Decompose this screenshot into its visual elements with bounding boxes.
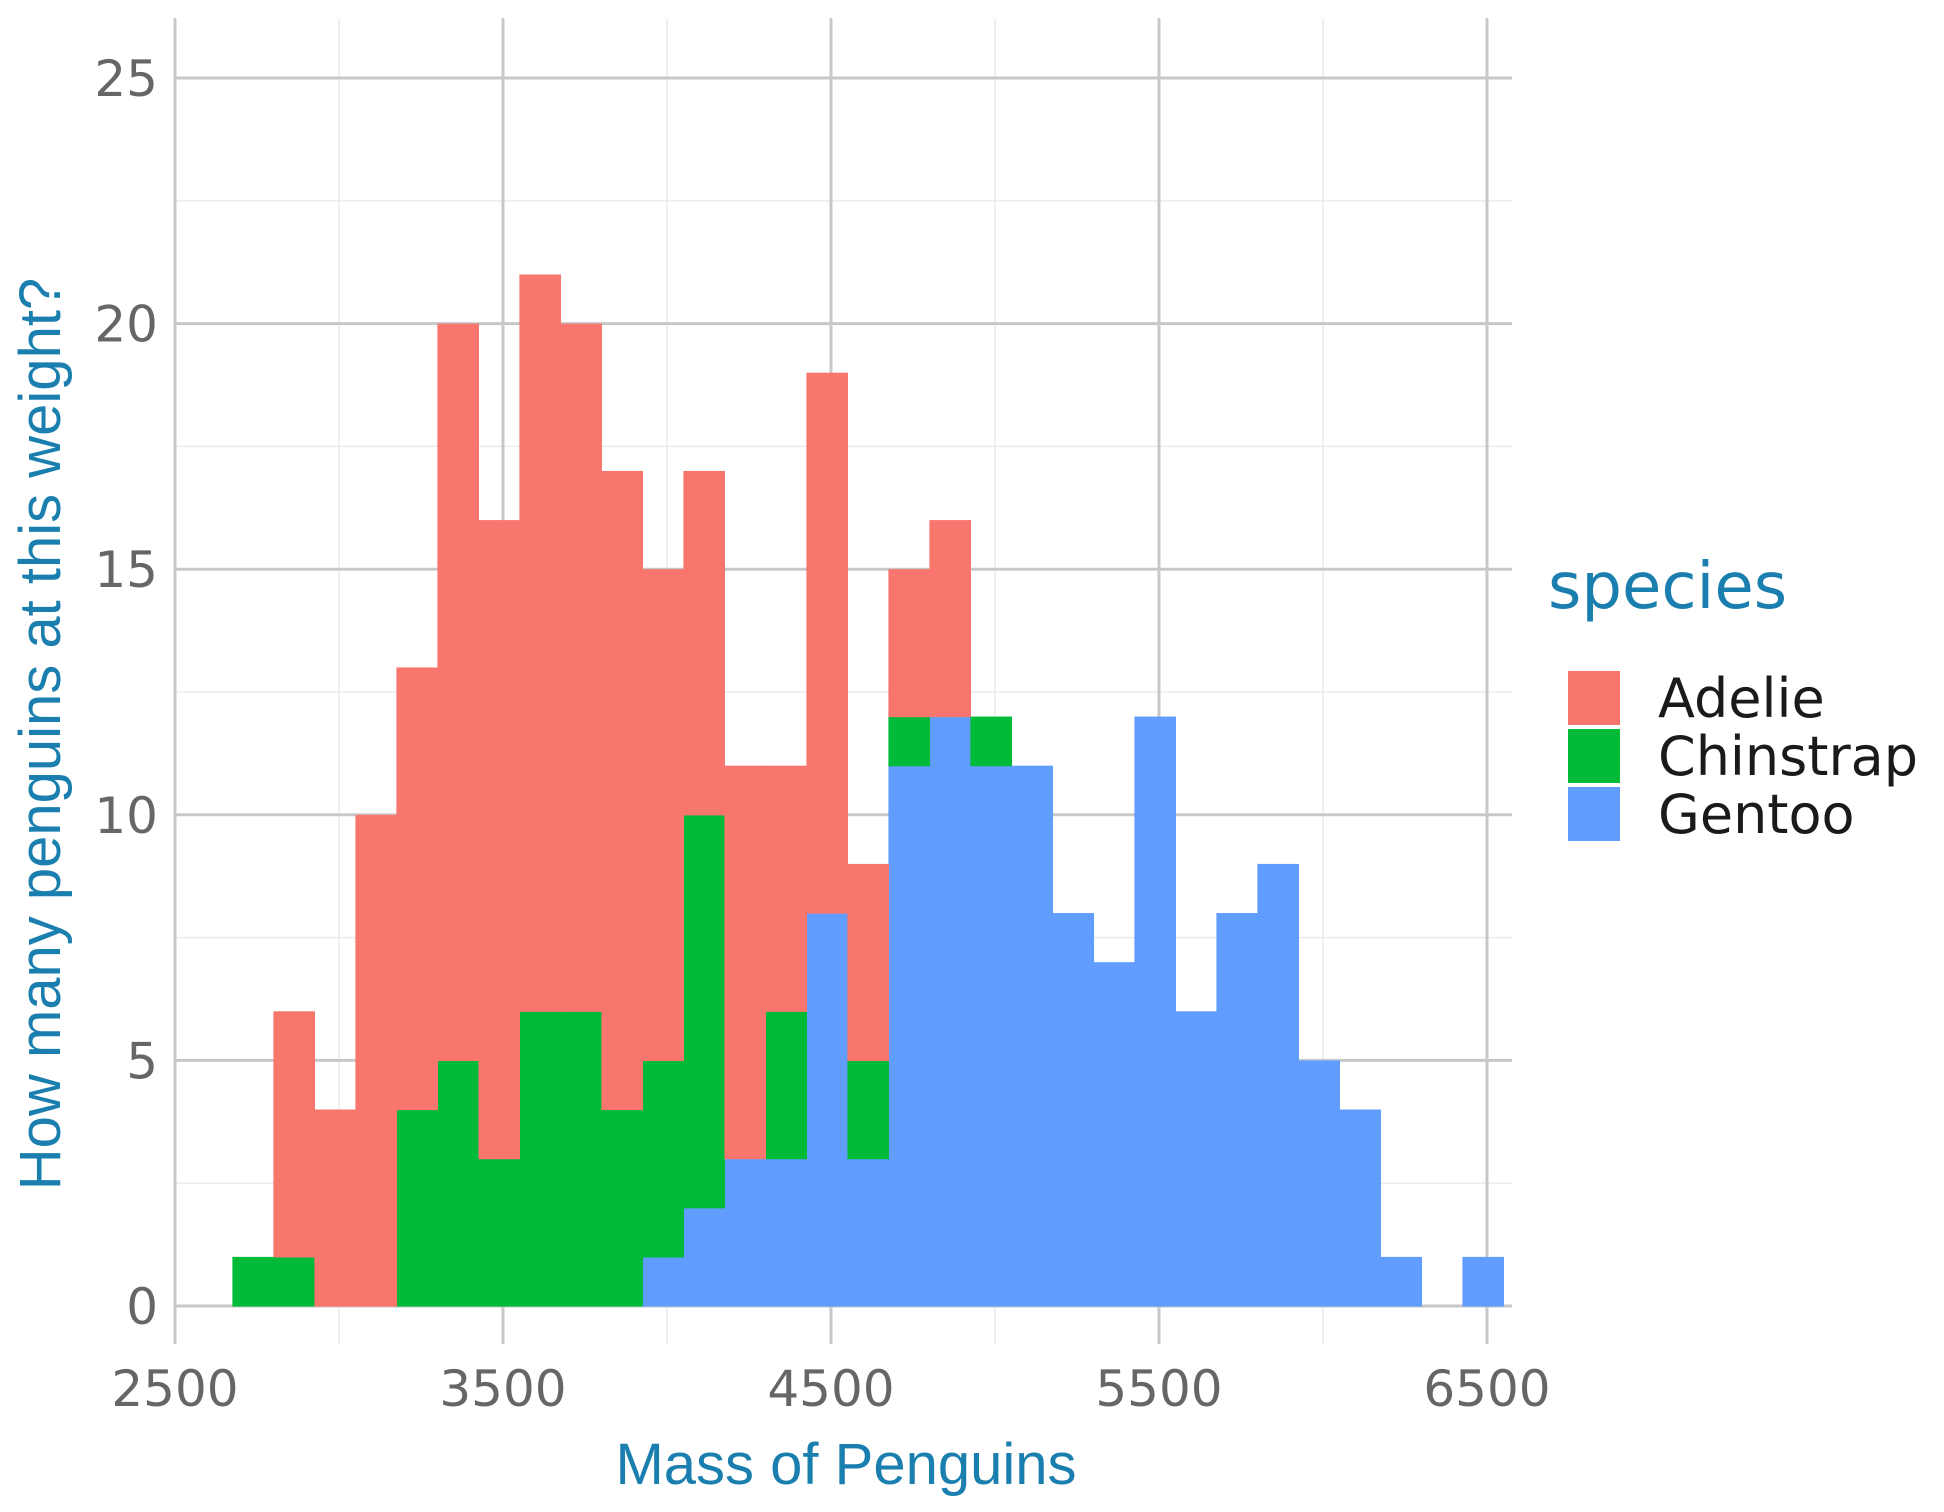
bar-gentoo bbox=[888, 765, 930, 1307]
bar-chinstrap bbox=[683, 814, 725, 1209]
bar-adelie bbox=[355, 814, 397, 1307]
bar-chinstrap bbox=[970, 716, 1012, 767]
bar-gentoo bbox=[1380, 1256, 1422, 1307]
bar-chinstrap bbox=[273, 1256, 315, 1307]
legend-swatch-adelie bbox=[1568, 671, 1620, 725]
legend-swatch-gentoo bbox=[1568, 787, 1620, 841]
y-tick-label: 5 bbox=[126, 1032, 158, 1090]
legend-label-chinstrap: Chinstrap bbox=[1658, 725, 1918, 788]
bar-gentoo bbox=[724, 1158, 766, 1307]
bar-adelie bbox=[478, 520, 520, 1160]
bar-gentoo bbox=[1462, 1256, 1504, 1307]
bar-chinstrap bbox=[642, 1060, 684, 1258]
tick-labels: 2500 3500 4500 5500 6500 0 5 10 15 20 25 bbox=[94, 50, 1550, 1418]
bar-gentoo bbox=[1052, 913, 1094, 1307]
bar-gentoo bbox=[642, 1256, 684, 1307]
bar-chinstrap bbox=[232, 1256, 274, 1307]
bar-chinstrap bbox=[888, 716, 930, 767]
bar-gentoo bbox=[806, 913, 848, 1307]
x-tick-label: 4500 bbox=[767, 1360, 894, 1418]
y-axis-title: How many penguins at this weight? bbox=[8, 278, 73, 1190]
x-tick-label: 2500 bbox=[111, 1360, 238, 1418]
bar-gentoo bbox=[1134, 716, 1176, 1307]
bar-adelie bbox=[683, 470, 725, 816]
bar-chinstrap bbox=[601, 1109, 643, 1307]
bar-chinstrap bbox=[560, 1011, 602, 1307]
legend-title: species bbox=[1548, 550, 1787, 624]
x-tick-label: 5500 bbox=[1095, 1360, 1222, 1418]
bar-gentoo bbox=[1175, 1011, 1217, 1307]
y-tick-label: 10 bbox=[94, 787, 158, 845]
bar-chinstrap bbox=[478, 1158, 520, 1307]
bar-chinstrap bbox=[396, 1109, 438, 1307]
bar-adelie bbox=[847, 863, 889, 1061]
bar-adelie bbox=[273, 1011, 315, 1258]
bar-gentoo bbox=[847, 1158, 889, 1307]
bar-adelie bbox=[642, 569, 684, 1061]
bar-gentoo bbox=[970, 765, 1012, 1307]
bar-gentoo bbox=[1339, 1109, 1381, 1307]
legend-label-gentoo: Gentoo bbox=[1658, 783, 1855, 846]
bar-gentoo bbox=[765, 1158, 807, 1307]
bar-adelie bbox=[601, 470, 643, 1111]
bar-adelie bbox=[560, 323, 602, 1012]
bar-adelie bbox=[888, 569, 930, 718]
bar-gentoo bbox=[929, 716, 971, 1307]
x-tick-label: 3500 bbox=[439, 1360, 566, 1418]
legend-label-adelie: Adelie bbox=[1658, 667, 1825, 730]
bar-adelie bbox=[396, 667, 438, 1111]
y-tick-label: 0 bbox=[126, 1278, 158, 1336]
bar-adelie bbox=[314, 1109, 356, 1307]
bar-chinstrap bbox=[437, 1060, 479, 1307]
bar-chinstrap bbox=[847, 1060, 889, 1160]
legend-swatch-chinstrap bbox=[1568, 729, 1620, 783]
x-tick-label: 6500 bbox=[1423, 1360, 1550, 1418]
bar-chinstrap bbox=[519, 1011, 561, 1307]
bar-adelie bbox=[806, 372, 848, 914]
bar-adelie bbox=[519, 274, 561, 1012]
bar-adelie bbox=[437, 323, 479, 1062]
bar-adelie bbox=[929, 520, 971, 718]
bar-adelie bbox=[724, 765, 766, 1160]
y-tick-label: 25 bbox=[94, 50, 158, 108]
bar-gentoo bbox=[1011, 765, 1053, 1307]
bar-adelie bbox=[765, 765, 807, 1012]
bar-gentoo bbox=[683, 1207, 725, 1307]
x-axis-title: Mass of Penguins bbox=[615, 1432, 1076, 1497]
bar-gentoo bbox=[1093, 962, 1135, 1307]
y-tick-label: 15 bbox=[94, 541, 158, 599]
histogram-bars bbox=[232, 274, 1504, 1307]
bar-gentoo bbox=[1298, 1060, 1340, 1307]
bar-gentoo bbox=[1257, 863, 1299, 1307]
bar-chinstrap bbox=[765, 1011, 807, 1160]
bar-gentoo bbox=[1216, 913, 1258, 1307]
y-tick-label: 20 bbox=[94, 296, 158, 354]
